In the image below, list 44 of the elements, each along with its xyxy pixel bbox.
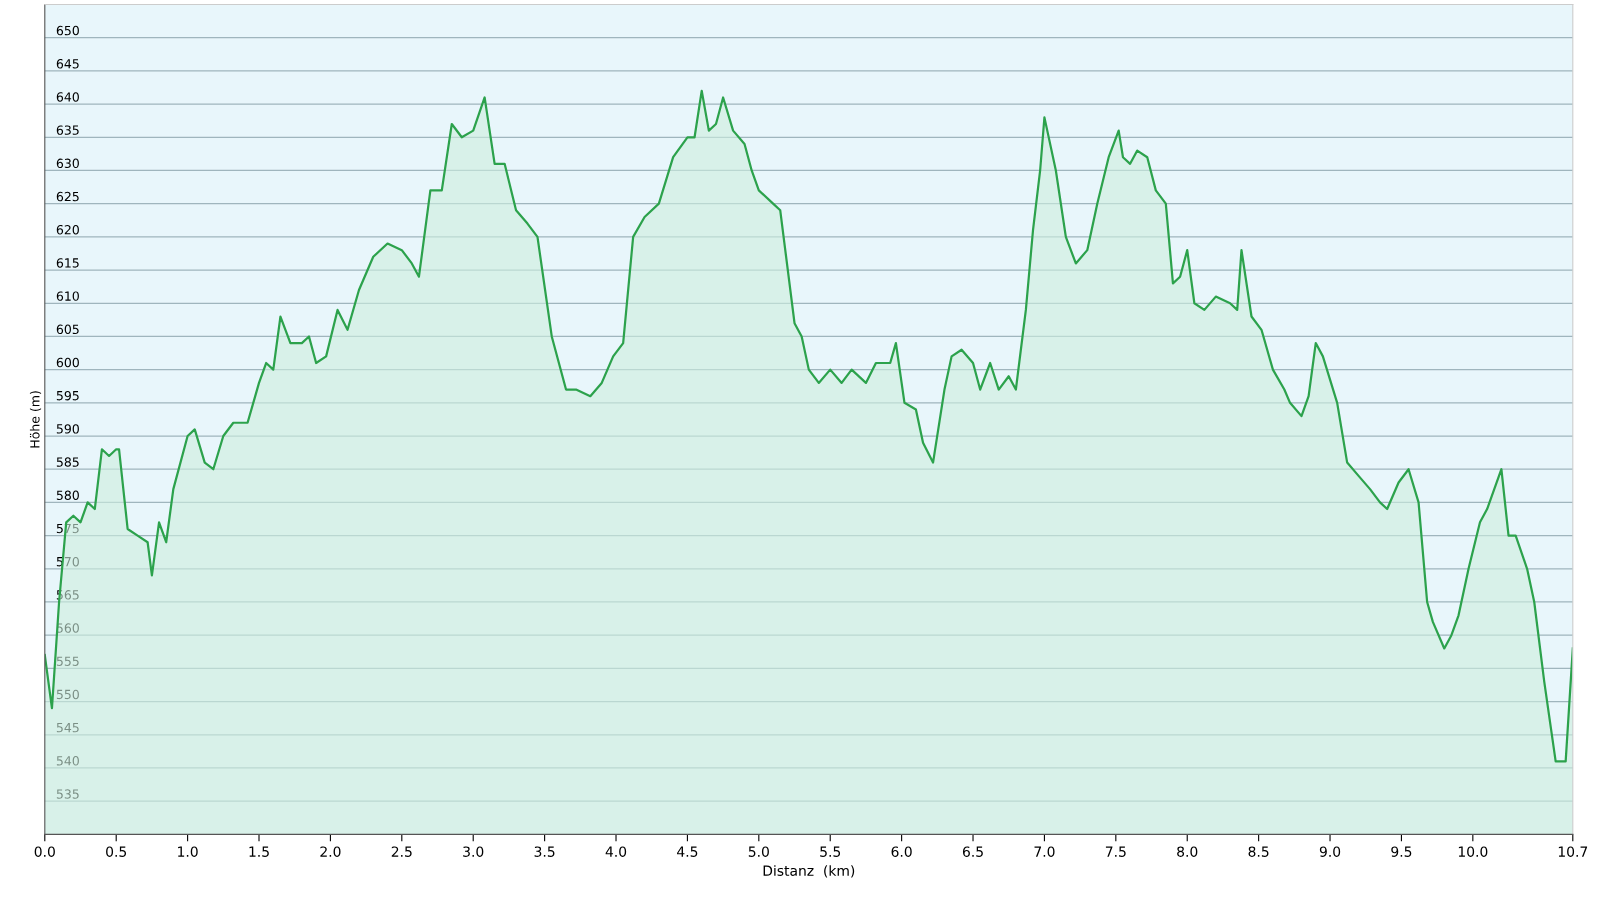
y-tick-label: 540 — [56, 756, 79, 766]
y-tick-label: 605 — [56, 324, 79, 335]
y-tick-label: 590 — [56, 424, 79, 434]
y-tick-label: 615 — [56, 258, 79, 268]
x-tick-label: 6.5 — [962, 846, 983, 857]
y-tick-label: 630 — [56, 158, 79, 169]
x-tick-label: 3.0 — [463, 846, 484, 857]
y-tick-label: 535 — [56, 789, 79, 799]
y-tick-label: 585 — [56, 457, 79, 467]
x-tick-label: 9.0 — [1319, 846, 1341, 857]
y-tick-label: 645 — [56, 59, 79, 69]
y-tick-label: 600 — [56, 357, 79, 368]
x-tick-label: 2.0 — [320, 846, 341, 857]
x-tick-label: 7.0 — [1034, 846, 1055, 857]
y-tick-label: 635 — [56, 125, 79, 135]
x-tick-label: 4.0 — [605, 846, 627, 857]
x-tick-label: 5.0 — [748, 846, 769, 857]
x-tick-label: 2.5 — [391, 846, 412, 857]
y-tick-label: 580 — [56, 490, 79, 500]
x-tick-label: 5.5 — [820, 846, 841, 857]
y-tick-label: 640 — [56, 92, 79, 102]
x-tick-label: 1.5 — [249, 846, 269, 857]
x-tick-label: 8.0 — [1177, 846, 1198, 857]
x-tick-label: 3.5 — [534, 846, 555, 857]
y-tick-label: 545 — [56, 723, 79, 733]
y-tick-label: 620 — [56, 224, 79, 235]
x-tick-label: 9.5 — [1391, 846, 1412, 857]
y-tick-label: 610 — [56, 291, 79, 301]
x-tick-label: 8.5 — [1248, 846, 1269, 857]
y-tick-label: 550 — [56, 689, 79, 700]
x-tick-label: 1.0 — [178, 846, 198, 857]
x-tick-label: 6.0 — [891, 846, 912, 857]
x-tick-label: 4.5 — [677, 846, 698, 857]
y-tick-label: 555 — [56, 656, 79, 666]
y-tick-label: 625 — [56, 191, 79, 202]
x-axis-title: Distanz (km) — [763, 865, 855, 878]
y-axis-title: Höhe (m) — [29, 391, 42, 448]
x-tick-label: 10.7 — [1558, 846, 1588, 857]
x-tick-label: 7.5 — [1105, 846, 1126, 857]
y-tick-label: 595 — [56, 390, 79, 401]
x-tick-label: 10.0 — [1458, 846, 1488, 857]
x-tick-label: 0.0 — [34, 846, 55, 857]
x-tick-label: 0.5 — [106, 846, 127, 857]
y-tick-label: 650 — [56, 25, 79, 36]
